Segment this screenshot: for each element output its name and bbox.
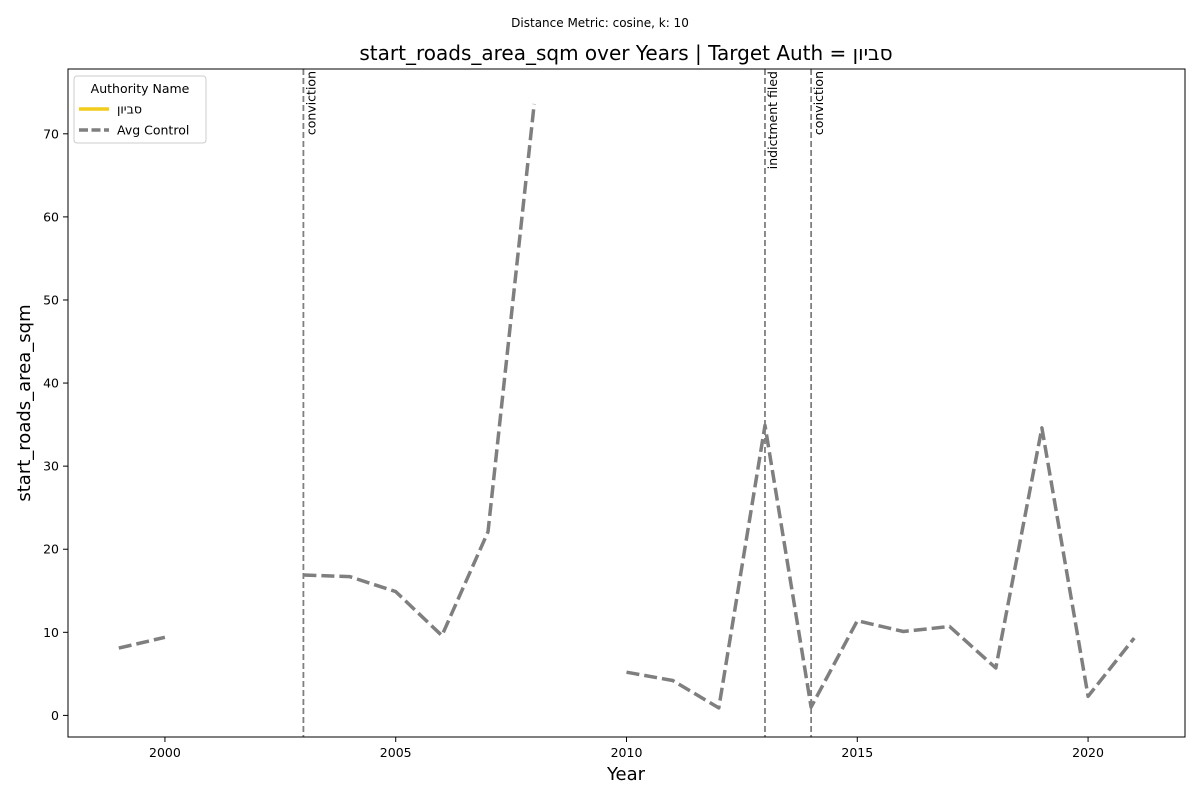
legend-label: סביון xyxy=(117,102,142,117)
y-axis-ticks: 0 10 20 30 40 50 60 70 xyxy=(43,126,68,723)
x-tick-label: 2005 xyxy=(380,745,412,760)
annotation-label: conviction xyxy=(303,71,318,135)
y-tick-label: 0 xyxy=(51,708,59,723)
y-tick-label: 40 xyxy=(43,376,59,391)
x-tick-label: 2000 xyxy=(149,745,181,760)
y-tick-label: 10 xyxy=(43,625,59,640)
x-tick-label: 2015 xyxy=(841,745,873,760)
y-axis-label: start_roads_area_sqm xyxy=(14,304,35,501)
chart-title: start_roads_area_sqm over Years | Target… xyxy=(359,41,892,65)
legend-label: Avg Control xyxy=(117,123,189,138)
x-tick-label: 2020 xyxy=(1072,745,1104,760)
y-tick-label: 20 xyxy=(43,542,59,557)
x-axis-ticks: 2000 2005 2010 2015 2020 xyxy=(149,737,1104,760)
legend-entries: סביון Avg Control xyxy=(79,102,189,138)
plot-area-frame xyxy=(67,68,1186,738)
chart-suptitle: Distance Metric: cosine, k: 10 xyxy=(511,16,689,30)
y-tick-label: 30 xyxy=(43,459,59,474)
x-tick-label: 2010 xyxy=(611,745,643,760)
series-line xyxy=(118,635,166,650)
y-tick-label: 50 xyxy=(43,292,59,307)
x-axis-label: Year xyxy=(606,764,646,785)
event-annotations: conviction indictment filed conviction xyxy=(302,69,826,737)
series-line xyxy=(303,103,536,638)
series-line xyxy=(626,423,1136,710)
legend-title: Authority Name xyxy=(91,81,190,96)
y-tick-label: 60 xyxy=(43,209,59,224)
y-tick-label: 70 xyxy=(43,126,59,141)
series-lines xyxy=(118,103,1136,710)
legend: Authority Name סביון Avg Control xyxy=(73,75,207,144)
legend-box xyxy=(73,75,207,144)
annotation-label: conviction xyxy=(811,71,826,135)
annotation-label: indictment filed xyxy=(765,71,780,169)
